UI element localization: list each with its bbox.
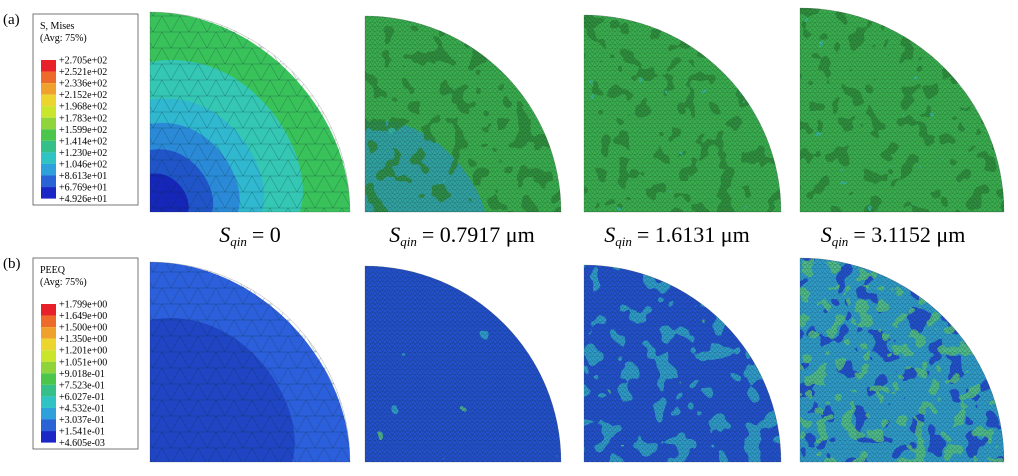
mesh	[365, 16, 561, 212]
legend-value: +1.541e-01	[59, 427, 105, 438]
contour-plot	[365, 266, 561, 462]
legend-value: +4.605e-03	[59, 438, 105, 449]
legend-value: +1.046e+02	[59, 159, 107, 170]
outline	[799, 257, 1005, 463]
legend-swatch	[41, 129, 56, 141]
legend-value: +4.926e+01	[59, 194, 107, 205]
contour-plot	[584, 265, 781, 462]
mesh	[150, 262, 350, 462]
legend-value: +2.521e+02	[59, 67, 107, 78]
legend-value: +1.799e+00	[59, 300, 107, 311]
outline	[799, 7, 1005, 213]
legend-value: +1.783e+02	[59, 113, 107, 124]
subscript: qin	[832, 234, 849, 249]
subscript: qin	[400, 234, 417, 249]
legend-swatch	[41, 361, 56, 374]
legend-swatch	[41, 396, 56, 408]
legend-value: +1.599e+02	[59, 125, 107, 136]
outline	[149, 11, 351, 213]
mesh	[150, 12, 350, 212]
legend-value: +7.523e-01	[59, 380, 105, 391]
symbol: S	[219, 222, 230, 247]
outline	[149, 261, 351, 463]
panel-tag: (a)	[3, 12, 20, 28]
legend-value: +2.152e+02	[59, 90, 107, 101]
legend-swatch	[41, 152, 56, 164]
legend-swatch	[41, 431, 56, 443]
legend-value: +1.230e+02	[59, 148, 107, 159]
panel: (b) PEEQ(Avg: 75%)+1.799e+00+1.649e+00+1.…	[3, 256, 1005, 463]
legend-swatch	[41, 175, 56, 188]
legend-swatch	[41, 304, 56, 316]
contour-plot	[150, 262, 350, 462]
legend-swatch	[41, 373, 56, 385]
legend-swatch	[41, 419, 56, 432]
sample-label: Sqin = 0	[219, 222, 281, 249]
legend-title: S, Mises	[40, 21, 75, 32]
legend-value: +1.051e+00	[59, 357, 107, 368]
legend-swatch	[41, 384, 56, 397]
value: = 1.6131 μm	[637, 222, 750, 247]
value: = 0.7917 μm	[422, 222, 535, 247]
outline	[583, 264, 782, 463]
value: = 3.1152 μm	[853, 222, 965, 247]
mesh	[800, 258, 1004, 462]
legend-value: +2.336e+02	[59, 79, 107, 90]
contour-plot	[800, 8, 1004, 212]
mesh	[365, 266, 561, 462]
outline	[364, 15, 562, 213]
legend-title: PEEQ	[40, 265, 66, 276]
legend-value: +1.500e+00	[59, 323, 107, 334]
legend-value: +1.414e+02	[59, 136, 107, 147]
legend-swatch	[41, 60, 56, 72]
legend-swatch	[41, 350, 56, 362]
contour-plot	[365, 16, 561, 212]
legend-value: +3.037e-01	[59, 415, 105, 426]
legend-swatch	[41, 83, 56, 95]
legend-value: +6.027e-01	[59, 392, 105, 403]
value: = 0	[252, 222, 281, 247]
legend-value: +2.705e+02	[59, 56, 107, 67]
legend-value: +1.649e+00	[59, 311, 107, 322]
legend-value: +1.350e+00	[59, 334, 107, 345]
legend-swatch	[41, 94, 56, 107]
legend-value: +9.018e-01	[59, 369, 105, 380]
legend-value: +6.769e+01	[59, 183, 107, 194]
legend-swatch	[41, 140, 56, 153]
outline	[583, 14, 782, 213]
symbol: S	[604, 222, 615, 247]
legend-value: +1.201e+00	[59, 346, 107, 357]
panel: (a) S, Mises(Avg: 75%) +2.705e+02+2.521e+0…	[3, 7, 1005, 213]
legend-swatch	[41, 327, 56, 339]
sample-label: Sqin = 3.1152 μm	[821, 222, 966, 249]
legend-value: +8.613e+01	[59, 171, 107, 182]
legend-swatch	[41, 338, 56, 351]
outline	[364, 265, 562, 463]
symbol: S	[389, 222, 400, 247]
legend-swatch	[41, 163, 56, 176]
sample-label: Sqin = 0.7917 μm	[389, 222, 534, 249]
contour-plot	[150, 12, 350, 212]
panel-tag: (b)	[3, 256, 21, 272]
legend-swatch	[41, 187, 56, 199]
legend-swatch	[41, 117, 56, 130]
mesh	[584, 265, 781, 462]
mesh	[584, 15, 781, 212]
legend-value: +4.532e-01	[59, 403, 105, 414]
legend-swatch	[41, 315, 56, 328]
subscript: qin	[615, 234, 632, 249]
legend-swatch	[41, 407, 56, 420]
legend-subtitle: (Avg: 75%)	[40, 33, 87, 44]
legend-subtitle: (Avg: 75%)	[40, 277, 87, 288]
symbol: S	[821, 222, 832, 247]
sample-label: Sqin = 1.6131 μm	[604, 222, 749, 249]
contour-plot	[584, 15, 781, 212]
legend-swatch	[41, 106, 56, 118]
contour-plot	[800, 258, 1004, 462]
mesh	[800, 8, 1004, 212]
legend-swatch	[41, 71, 56, 84]
subscript: qin	[230, 234, 247, 249]
legend-value: +1.968e+02	[59, 102, 107, 113]
